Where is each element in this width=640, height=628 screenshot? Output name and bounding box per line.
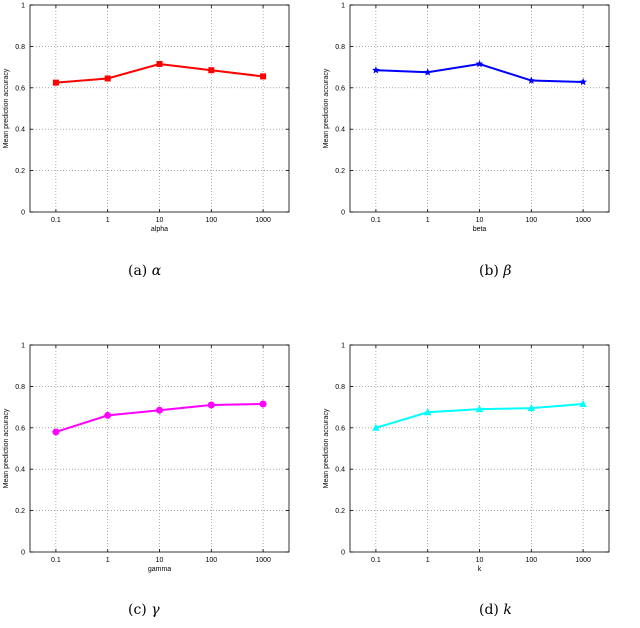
data-point (104, 411, 112, 419)
x-tick-label: 100 (525, 557, 537, 564)
data-point (208, 67, 215, 74)
y-tick-label: 0.2 (15, 168, 25, 175)
x-tick-label: 1000 (255, 217, 271, 224)
caption-a-label: (a) (128, 263, 148, 279)
plot-area (30, 345, 289, 552)
x-tick-label: 1000 (255, 557, 271, 564)
data-point (259, 400, 267, 408)
y-tick-label: 0 (21, 210, 25, 217)
data-point (156, 60, 163, 67)
x-tick-label: 0.1 (51, 557, 61, 564)
y-axis-label: Mean prediction accuracy (3, 68, 10, 148)
caption-b-label: (b) (479, 263, 499, 279)
data-point (156, 406, 163, 414)
x-axis-label: beta (473, 226, 487, 233)
y-tick-label: 0.4 (335, 127, 345, 134)
y-tick-label: 0.8 (15, 384, 25, 391)
x-tick-label: 1 (426, 217, 430, 224)
x-tick-label: 0.1 (371, 557, 381, 564)
y-tick-label: 0.8 (335, 44, 345, 51)
y-tick-label: 0.2 (335, 508, 345, 515)
y-tick-label: 0 (341, 210, 345, 217)
y-tick-label: 0.2 (335, 168, 345, 175)
x-tick-label: 1 (106, 557, 110, 564)
x-tick-label: 10 (156, 557, 164, 564)
caption-c-label: (c) (128, 602, 147, 618)
y-tick-label: 1 (21, 3, 25, 10)
x-axis-label: alpha (151, 226, 168, 233)
y-tick-label: 0 (21, 550, 25, 557)
data-point (104, 75, 111, 82)
y-axis-label: Mean prediction accuracy (323, 68, 330, 148)
y-tick-label: 0.6 (335, 425, 345, 432)
caption-c-symbol: γ (151, 602, 160, 618)
x-tick-label: 100 (205, 557, 217, 564)
x-tick-label: 0.1 (51, 217, 61, 224)
x-tick-label: 10 (476, 557, 484, 564)
caption-c: (c) γ (128, 602, 160, 618)
y-tick-label: 0.6 (335, 85, 345, 92)
caption-b-symbol: β (503, 263, 512, 279)
data-point (372, 66, 380, 74)
x-axis-label: k (478, 566, 482, 573)
data-point (207, 401, 215, 409)
plot-area (350, 5, 609, 212)
x-tick-label: 10 (476, 217, 484, 224)
chart-panel-d: 0 0.2 0.4 0.6 0.8 1 0.1 1 10 100 1000 k Mean predict… (320, 340, 640, 580)
x-tick-label: 100 (205, 217, 217, 224)
chart-svg-c: 0 0.2 0.4 0.6 0.8 1 0.1 1 10 100 1000 gamma Mean pre… (3, 343, 290, 573)
y-tick-label: 0.4 (15, 467, 25, 474)
data-point (527, 76, 536, 84)
caption-b: (b) β (479, 263, 511, 279)
chart-svg-b: 0 0.2 0.4 0.6 0.8 1 0.1 1 10 100 1000 beta Mean pred… (323, 3, 610, 233)
chart-panel-b: 0 0.2 0.4 0.6 0.8 1 0.1 1 10 100 1000 beta Mean pred… (320, 0, 640, 240)
chart-svg-a: 0 0.2 0.4 0.6 0.8 1 0.1 1 10 100 1000 alpha Mean pre… (3, 3, 290, 233)
x-tick-label: 1 (106, 217, 110, 224)
y-tick-label: 0.6 (15, 85, 25, 92)
chart-svg-d: 0 0.2 0.4 0.6 0.8 1 0.1 1 10 100 1000 k Mean predict… (323, 343, 610, 573)
x-axis-label: gamma (148, 566, 171, 573)
x-tick-label: 100 (525, 217, 537, 224)
y-tick-label: 1 (21, 343, 25, 350)
caption-a-symbol: α (151, 263, 162, 279)
data-point (260, 73, 267, 80)
caption-a: (a) α (128, 263, 161, 279)
plot-area (350, 345, 609, 552)
chart-panel-a: 0 0.2 0.4 0.6 0.8 1 0.1 1 10 100 1000 alpha Mean pre… (0, 0, 320, 240)
data-point (579, 399, 587, 407)
data-point (372, 423, 380, 431)
caption-d-label: (d) (479, 602, 499, 618)
x-tick-label: 10 (156, 217, 164, 224)
data-point (423, 68, 432, 76)
x-tick-label: 1 (426, 557, 430, 564)
plot-area (30, 5, 289, 212)
y-tick-label: 1 (341, 343, 345, 350)
y-axis-label: Mean prediction accuracy (3, 408, 10, 488)
x-tick-label: 0.1 (371, 217, 381, 224)
y-tick-label: 1 (341, 3, 345, 10)
y-tick-label: 0.4 (15, 127, 25, 134)
data-point (475, 405, 484, 413)
data-point (579, 78, 587, 86)
data-point (52, 428, 60, 436)
data-point (52, 79, 59, 86)
y-tick-label: 0.6 (15, 425, 25, 432)
x-tick-label: 1000 (575, 217, 591, 224)
data-point (423, 408, 432, 416)
x-tick-label: 1000 (575, 557, 591, 564)
y-axis-label: Mean prediction accuracy (323, 408, 330, 488)
data-point (475, 59, 484, 68)
y-tick-label: 0.4 (335, 467, 345, 474)
y-tick-label: 0.8 (15, 44, 25, 51)
caption-d: (d) k (479, 602, 512, 618)
caption-d-symbol: k (503, 602, 512, 618)
chart-panel-c: 0 0.2 0.4 0.6 0.8 1 0.1 1 10 100 1000 gamma Mean pre… (0, 340, 320, 580)
y-tick-label: 0.8 (335, 384, 345, 391)
data-point (527, 404, 536, 412)
y-tick-label: 0 (341, 550, 345, 557)
y-tick-label: 0.2 (15, 508, 25, 515)
